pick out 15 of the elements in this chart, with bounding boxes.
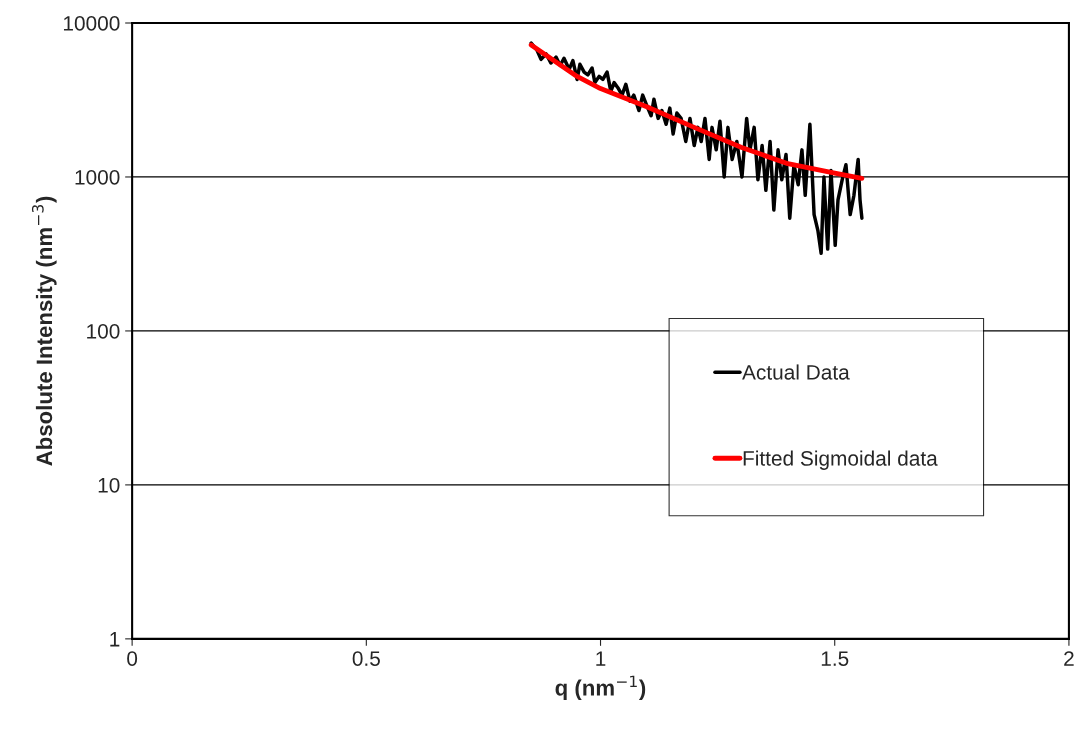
y-tick-label: 100 [87, 323, 120, 339]
legend-label: Actual Data [742, 364, 850, 380]
x-tick-label: 0.5 [352, 651, 380, 666]
y-axis-title: Absolute Intensity (nm$^{−3}$) [31, 196, 57, 466]
x-tick-label: 1 [596, 651, 606, 666]
y-tick-label: 1 [110, 632, 120, 647]
y-tick-label: 10000 [63, 16, 120, 31]
x-tick-label: 1.5 [821, 651, 849, 666]
line-series [528, 42, 865, 181]
legend-label: Fitted Sigmoidal data [743, 450, 938, 470]
x-tick-label: 0 [127, 651, 138, 666]
x-axis-title: q (nm$^{−1}$) [555, 675, 646, 701]
y-tick-label: 1000 [75, 169, 120, 185]
y-tick-label: 10 [98, 477, 120, 493]
x-tick-label: 2 [1064, 651, 1074, 666]
